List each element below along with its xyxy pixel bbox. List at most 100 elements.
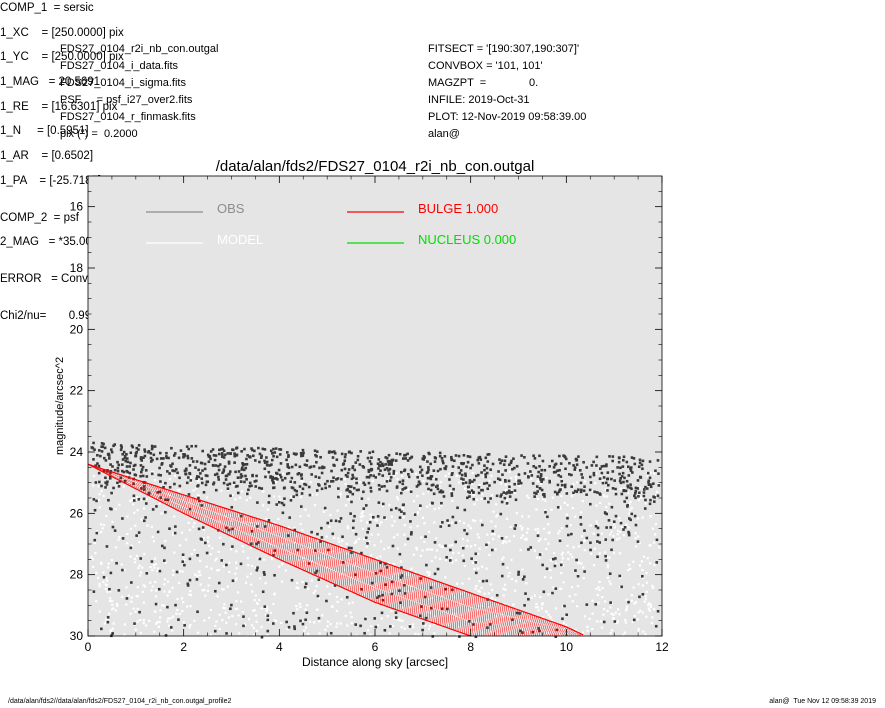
bulge-model-line: [165, 499, 168, 505]
bulge-model-line: [243, 532, 246, 543]
model-point: [388, 632, 391, 635]
obs-point: [260, 454, 263, 458]
bulge-model-line: [172, 496, 175, 503]
model-point: [656, 490, 659, 493]
model-point: [105, 514, 108, 518]
model-point: [605, 510, 608, 513]
model-point: [315, 493, 318, 496]
model-point: [150, 470, 153, 474]
obs-point: [185, 445, 189, 448]
model-point: [421, 549, 424, 552]
obs-point: [200, 477, 204, 480]
bulge-model-line: [124, 480, 127, 484]
model-point: [609, 582, 612, 586]
model-point: [439, 481, 442, 484]
obs-point: [195, 475, 199, 478]
bulge-model-line: [548, 630, 552, 637]
model-point: [130, 544, 133, 547]
obs-point: [598, 492, 601, 495]
bulge-model-line: [393, 566, 397, 581]
obs-point: [556, 483, 560, 487]
model-point: [459, 603, 462, 606]
model-point: [483, 592, 486, 595]
obs-point: [199, 472, 202, 475]
bulge-model-line: [111, 471, 114, 474]
obs-point: [256, 501, 259, 504]
model-point: [368, 540, 371, 543]
model-point: [134, 498, 138, 501]
model-point: [273, 593, 276, 596]
obs-point: [159, 457, 163, 460]
model-point: [243, 514, 246, 517]
model-point: [574, 628, 577, 631]
obs-point: [197, 527, 201, 531]
model-point: [257, 522, 260, 525]
bulge-model-line: [260, 540, 263, 551]
obs-point: [160, 544, 164, 548]
obs-point: [564, 457, 568, 461]
bulge-model-line: [479, 622, 483, 637]
model-point: [249, 572, 253, 575]
model-point: [250, 583, 253, 586]
bulge-model-line: [163, 493, 166, 499]
model-point: [111, 608, 114, 611]
obs-point: [245, 492, 249, 496]
obs-point: [142, 485, 146, 488]
obs-point: [372, 515, 375, 519]
model-point: [618, 537, 621, 540]
bulge-model-line: [182, 500, 186, 508]
obs-point: [305, 611, 309, 615]
obs-point: [355, 477, 358, 481]
obs-point: [552, 470, 556, 474]
model-point: [316, 539, 320, 542]
obs-point: [541, 478, 545, 481]
bulge-model-line: [118, 473, 121, 477]
bulge-model-line: [421, 604, 425, 619]
model-point: [160, 512, 163, 515]
model-point: [628, 512, 631, 515]
model-point: [308, 542, 312, 545]
model-point: [637, 627, 640, 631]
bulge-model-line: [193, 504, 196, 512]
obs-point: [226, 483, 229, 487]
model-point: [396, 533, 399, 536]
obs-point: [582, 460, 585, 464]
model-point: [653, 533, 657, 536]
bulge-model-line: [380, 590, 384, 605]
model-point: [163, 583, 166, 586]
obs-point: [654, 624, 658, 628]
bulge-model-line: [538, 629, 541, 637]
obs-point: [407, 473, 410, 476]
obs-point: [657, 472, 660, 475]
model-point: [478, 484, 481, 487]
obs-point: [181, 560, 185, 563]
obs-point: [187, 447, 191, 451]
obs-point: [236, 476, 240, 480]
bulge-model-line: [486, 598, 489, 612]
obs-point: [245, 477, 248, 481]
obs-point: [239, 473, 243, 476]
model-point: [474, 544, 477, 547]
model-point: [509, 484, 512, 487]
model-point: [336, 600, 339, 604]
obs-point: [145, 475, 149, 478]
bulge-model-line: [256, 528, 259, 539]
model-point: [122, 485, 125, 488]
obs-point: [517, 570, 520, 574]
obs-point: [381, 474, 385, 477]
obs-point: [241, 462, 244, 465]
model-point: [346, 525, 349, 528]
obs-point: [170, 446, 173, 450]
model-point: [543, 575, 547, 579]
obs-point: [513, 482, 516, 486]
model-point: [190, 517, 194, 520]
bulge-model-line: [176, 498, 179, 505]
obs-point: [394, 459, 398, 462]
model-point: [480, 631, 484, 634]
bulge-model-line: [277, 547, 280, 559]
model-point: [202, 501, 205, 504]
obs-point: [315, 460, 318, 464]
bulge-model-line: [527, 613, 530, 621]
obs-point: [458, 635, 461, 638]
bulge-model-line: [322, 553, 326, 567]
